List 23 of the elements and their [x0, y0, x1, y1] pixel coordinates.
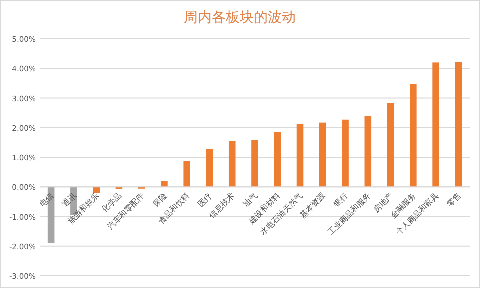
bar [184, 161, 190, 188]
x-tick-label: 通讯 [60, 191, 78, 209]
x-tick-label: 银行 [332, 191, 350, 210]
bar [364, 116, 372, 188]
chart-title: 周内各板块的波动 [184, 10, 296, 26]
bar [274, 132, 282, 188]
bar [320, 122, 326, 188]
x-tick-label: 医疗 [196, 191, 214, 209]
bar [387, 103, 394, 188]
bar [228, 141, 236, 188]
bar [432, 62, 440, 188]
x-tick-label: 保险 [151, 191, 169, 209]
bar [206, 149, 214, 188]
bar [252, 140, 258, 188]
bar [455, 62, 462, 188]
bar [161, 181, 168, 188]
bar [410, 84, 417, 188]
bar [342, 120, 349, 188]
x-tick-label: 油气 [242, 191, 260, 209]
bar [93, 187, 100, 194]
x-tick-label: 零售 [445, 191, 464, 209]
bar [296, 124, 304, 188]
x-tick-label: 电信 [38, 191, 56, 209]
